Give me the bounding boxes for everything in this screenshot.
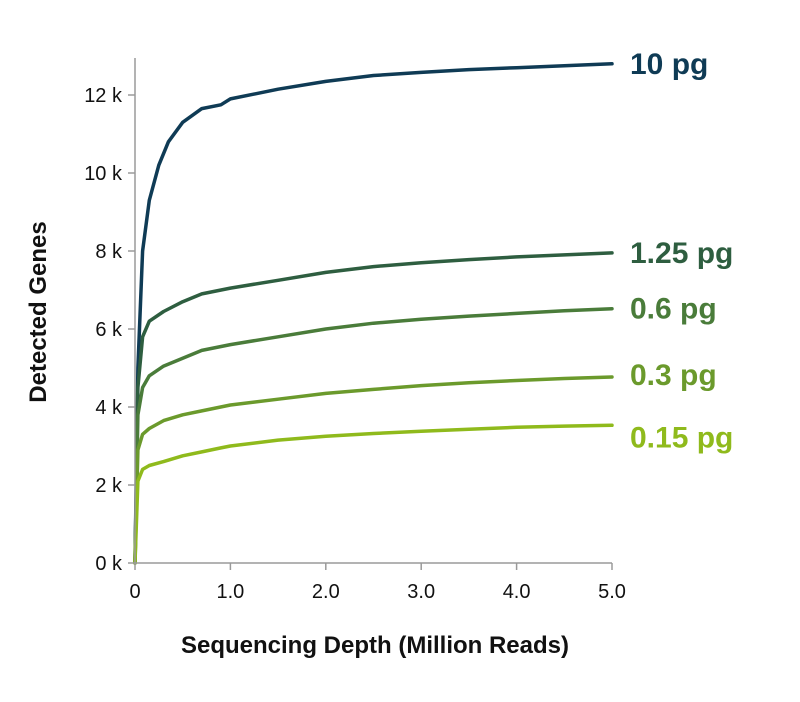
series-label: 0.15 pg <box>630 421 733 454</box>
x-tick-label: 4.0 <box>503 581 531 603</box>
series-label: 0.3 pg <box>630 359 717 392</box>
series-label: 10 pg <box>630 48 708 81</box>
series-line <box>133 375 614 565</box>
y-tick-label: 4 k <box>95 397 123 419</box>
series-line <box>133 423 614 565</box>
series-lines <box>133 62 614 565</box>
y-tick-label: 8 k <box>95 241 123 263</box>
x-tick-label: 2.0 <box>312 581 340 603</box>
x-tick-label: 0 <box>129 581 140 603</box>
x-axis-ticks: 0 1.0 2.0 3.0 4.0 5.0 <box>129 563 626 603</box>
series-line <box>133 306 614 565</box>
x-axis-title: Sequencing Depth (Million Reads) <box>181 632 569 659</box>
y-tick-label: 6 k <box>95 319 123 341</box>
y-axis-title: Detected Genes <box>25 221 52 402</box>
series-label: 0.6 pg <box>630 293 717 326</box>
y-axis-ticks: 0 k 2 k 4 k 6 k 8 k 10 k 12 k <box>84 85 135 575</box>
series-label: 1.25 pg <box>630 237 733 270</box>
y-tick-label: 2 k <box>95 475 123 497</box>
series-labels: 10 pg 1.25 pg 0.6 pg 0.3 pg 0.15 pg <box>630 48 733 455</box>
x-tick-label: 5.0 <box>598 581 626 603</box>
x-tick-label: 1.0 <box>216 581 244 603</box>
series-line <box>133 62 614 565</box>
series-line <box>133 251 614 565</box>
y-tick-label: 0 k <box>95 553 123 575</box>
x-tick-label: 3.0 <box>407 581 435 603</box>
y-tick-label: 12 k <box>84 85 123 107</box>
y-tick-label: 10 k <box>84 163 123 185</box>
